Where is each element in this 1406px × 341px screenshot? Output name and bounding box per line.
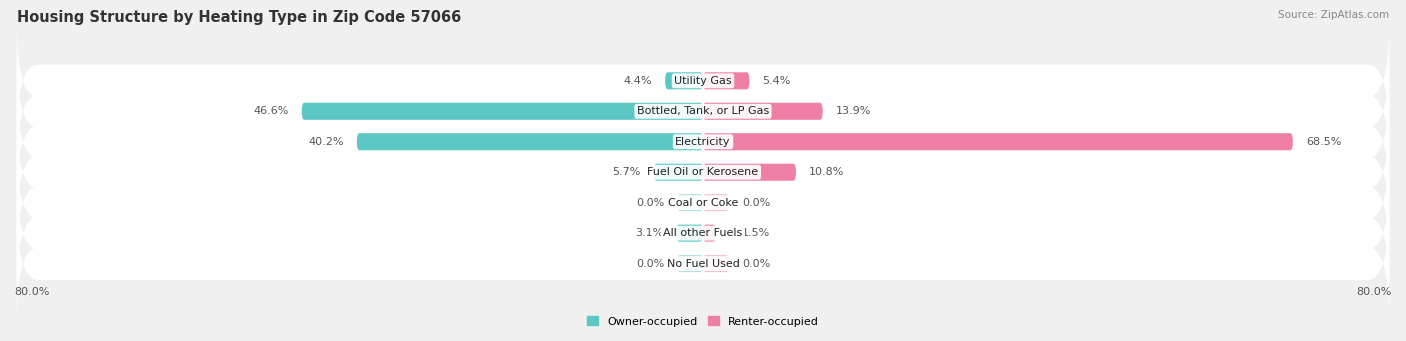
FancyBboxPatch shape [703,133,1294,150]
FancyBboxPatch shape [17,173,1389,293]
FancyBboxPatch shape [302,103,703,120]
Text: 1.5%: 1.5% [742,228,770,238]
Text: 0.0%: 0.0% [742,258,770,269]
Text: Housing Structure by Heating Type in Zip Code 57066: Housing Structure by Heating Type in Zip… [17,10,461,25]
FancyBboxPatch shape [17,21,1389,141]
FancyBboxPatch shape [703,72,749,89]
Text: No Fuel Used: No Fuel Used [666,258,740,269]
FancyBboxPatch shape [676,225,703,242]
Text: 5.7%: 5.7% [613,167,641,177]
Text: Bottled, Tank, or LP Gas: Bottled, Tank, or LP Gas [637,106,769,116]
FancyBboxPatch shape [703,255,728,272]
Text: Electricity: Electricity [675,137,731,147]
FancyBboxPatch shape [17,143,1389,263]
Text: Utility Gas: Utility Gas [675,76,731,86]
Text: All other Fuels: All other Fuels [664,228,742,238]
Text: 0.0%: 0.0% [636,258,664,269]
Text: 0.0%: 0.0% [742,198,770,208]
FancyBboxPatch shape [665,72,703,89]
FancyBboxPatch shape [703,103,823,120]
Text: 4.4%: 4.4% [624,76,652,86]
FancyBboxPatch shape [17,82,1389,202]
Text: 46.6%: 46.6% [253,106,288,116]
FancyBboxPatch shape [357,133,703,150]
Text: 5.4%: 5.4% [762,76,790,86]
FancyBboxPatch shape [703,194,728,211]
Text: Source: ZipAtlas.com: Source: ZipAtlas.com [1278,10,1389,20]
FancyBboxPatch shape [678,255,703,272]
Text: 80.0%: 80.0% [1357,287,1392,297]
Text: 10.8%: 10.8% [808,167,844,177]
Text: 13.9%: 13.9% [835,106,870,116]
FancyBboxPatch shape [654,164,703,181]
Text: 40.2%: 40.2% [308,137,344,147]
FancyBboxPatch shape [17,51,1389,171]
FancyBboxPatch shape [703,225,716,242]
Text: Coal or Coke: Coal or Coke [668,198,738,208]
Text: Fuel Oil or Kerosene: Fuel Oil or Kerosene [647,167,759,177]
FancyBboxPatch shape [17,204,1389,324]
Text: 80.0%: 80.0% [14,287,49,297]
FancyBboxPatch shape [703,164,796,181]
Text: 0.0%: 0.0% [636,198,664,208]
FancyBboxPatch shape [678,194,703,211]
Legend: Owner-occupied, Renter-occupied: Owner-occupied, Renter-occupied [582,312,824,331]
FancyBboxPatch shape [17,112,1389,232]
Text: 3.1%: 3.1% [636,228,664,238]
Text: 68.5%: 68.5% [1306,137,1341,147]
